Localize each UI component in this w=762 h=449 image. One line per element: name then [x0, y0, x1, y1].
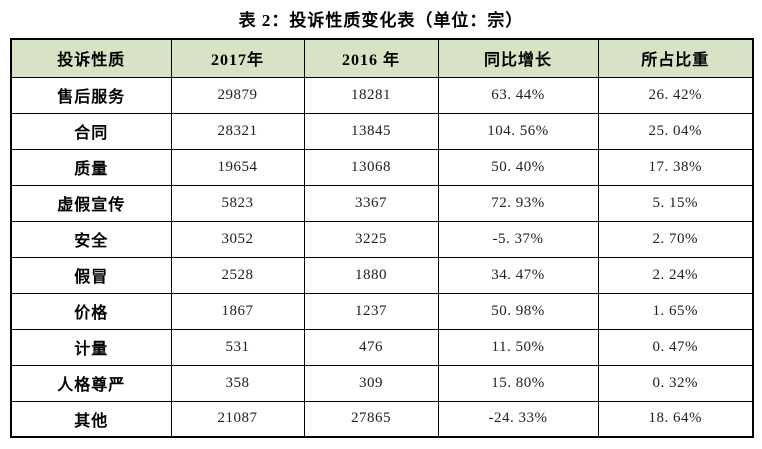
header-cell-yoy-growth: 同比增长 — [437, 38, 599, 78]
value-cell-yoy: 63. 44% — [437, 76, 599, 114]
table-row-measurement: 计量 531 476 11. 50% 0. 47% — [10, 328, 754, 366]
table-row-quality: 质量 19654 13068 50. 40% 17. 38% — [10, 148, 754, 186]
table-row-counterfeit: 假冒 2528 1880 34. 47% 2. 24% — [10, 256, 754, 294]
value-cell-share: 0. 47% — [597, 328, 754, 366]
row-label-cell: 安全 — [10, 220, 172, 258]
table-row-other: 其他 21087 27865 -24. 33% 18. 64% — [10, 400, 754, 438]
header-cell-complaint-nature: 投诉性质 — [10, 38, 172, 78]
header-cell-2016: 2016 年 — [303, 38, 439, 78]
value-cell-2017: 1867 — [170, 292, 305, 330]
header-cell-share: 所占比重 — [597, 38, 754, 78]
row-label-cell: 质量 — [10, 148, 172, 186]
row-label-cell: 售后服务 — [10, 76, 172, 114]
value-cell-share: 26. 42% — [597, 76, 754, 114]
value-cell-2016: 309 — [303, 364, 439, 402]
value-cell-2017: 19654 — [170, 148, 305, 186]
value-cell-share: 18. 64% — [597, 400, 754, 438]
value-cell-2017: 29879 — [170, 76, 305, 114]
value-cell-2016: 3225 — [303, 220, 439, 258]
table-title: 表 2：投诉性质变化表（单位：宗） — [238, 11, 524, 30]
value-cell-2016: 13845 — [303, 112, 439, 150]
header-row: 投诉性质 2017年 2016 年 同比增长 所占比重 — [10, 38, 754, 78]
value-cell-yoy: 15. 80% — [437, 364, 599, 402]
table-row-personal-dignity: 人格尊严 358 309 15. 80% 0. 32% — [10, 364, 754, 402]
row-label-cell: 合同 — [10, 112, 172, 150]
value-cell-2016: 13068 — [303, 148, 439, 186]
table-row-safety: 安全 3052 3225 -5. 37% 2. 70% — [10, 220, 754, 258]
value-cell-share: 2. 70% — [597, 220, 754, 258]
value-cell-2016: 3367 — [303, 184, 439, 222]
value-cell-2016: 18281 — [303, 76, 439, 114]
row-label-cell: 计量 — [10, 328, 172, 366]
value-cell-share: 17. 38% — [597, 148, 754, 186]
value-cell-2016: 1880 — [303, 256, 439, 294]
value-cell-share: 2. 24% — [597, 256, 754, 294]
value-cell-2017: 358 — [170, 364, 305, 402]
value-cell-yoy: 50. 40% — [437, 148, 599, 186]
table-row-after-sales: 售后服务 29879 18281 63. 44% 26. 42% — [10, 76, 754, 114]
value-cell-yoy: 50. 98% — [437, 292, 599, 330]
complaints-table: 投诉性质 2017年 2016 年 同比增长 所占比重 售后服务 29879 1… — [10, 38, 754, 438]
value-cell-2016: 1237 — [303, 292, 439, 330]
row-label-cell: 假冒 — [10, 256, 172, 294]
value-cell-2017: 3052 — [170, 220, 305, 258]
value-cell-yoy: 72. 93% — [437, 184, 599, 222]
row-label-cell: 价格 — [10, 292, 172, 330]
value-cell-yoy: 34. 47% — [437, 256, 599, 294]
value-cell-share: 1. 65% — [597, 292, 754, 330]
value-cell-2017: 21087 — [170, 400, 305, 438]
value-cell-yoy: -5. 37% — [437, 220, 599, 258]
value-cell-yoy: -24. 33% — [437, 400, 599, 438]
value-cell-2017: 5823 — [170, 184, 305, 222]
value-cell-share: 0. 32% — [597, 364, 754, 402]
value-cell-2016: 476 — [303, 328, 439, 366]
row-label-cell: 虚假宣传 — [10, 184, 172, 222]
value-cell-yoy: 11. 50% — [437, 328, 599, 366]
table-row-price: 价格 1867 1237 50. 98% 1. 65% — [10, 292, 754, 330]
value-cell-share: 5. 15% — [597, 184, 754, 222]
value-cell-share: 25. 04% — [597, 112, 754, 150]
table-row-false-advertising: 虚假宣传 5823 3367 72. 93% 5. 15% — [10, 184, 754, 222]
value-cell-yoy: 104. 56% — [437, 112, 599, 150]
header-cell-2017: 2017年 — [170, 38, 305, 78]
value-cell-2017: 2528 — [170, 256, 305, 294]
value-cell-2016: 27865 — [303, 400, 439, 438]
row-label-cell: 其他 — [10, 400, 172, 438]
table-row-contract: 合同 28321 13845 104. 56% 25. 04% — [10, 112, 754, 150]
row-label-cell: 人格尊严 — [10, 364, 172, 402]
value-cell-2017: 28321 — [170, 112, 305, 150]
value-cell-2017: 531 — [170, 328, 305, 366]
